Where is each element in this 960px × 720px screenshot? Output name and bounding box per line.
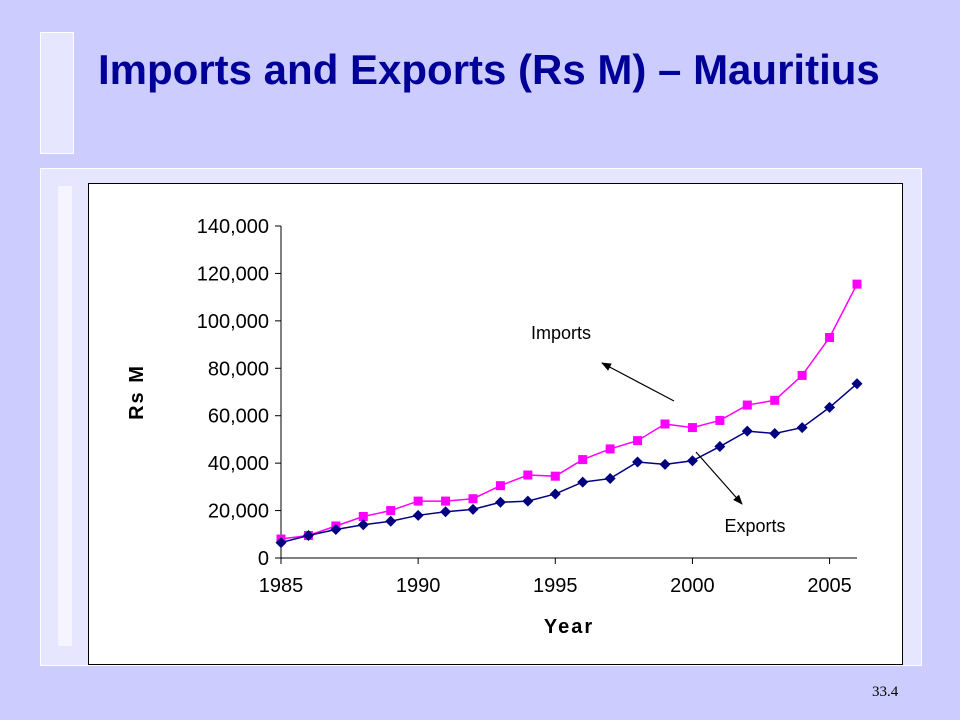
data-point-imports	[550, 471, 560, 481]
y-tick-label: 80,000	[208, 358, 269, 380]
data-point-exports	[467, 503, 479, 515]
data-point-exports	[522, 495, 534, 507]
data-point-imports	[687, 423, 697, 433]
data-point-exports	[440, 506, 452, 518]
data-point-imports	[660, 419, 670, 429]
line-chart: 0 20,000 40,000 60,000 80,000 100,000 120,000 1…	[126, 216, 863, 638]
x-tick-label: 1985	[259, 575, 304, 597]
x-axis-label: Year	[544, 616, 594, 638]
data-point-exports	[604, 473, 616, 485]
x-tick-label: 2000	[670, 575, 715, 597]
data-point-exports	[769, 428, 781, 439]
annotation-arrow-exports	[695, 451, 743, 505]
data-point-imports	[742, 400, 752, 410]
data-point-exports	[796, 422, 808, 434]
data-point-exports	[330, 524, 342, 536]
axes: 0 20,000 40,000 60,000 80,000 100,000 120,000 1…	[197, 216, 857, 597]
data-point-imports	[852, 279, 862, 289]
data-point-exports	[385, 515, 397, 527]
data-point-exports	[824, 401, 836, 413]
data-point-imports	[770, 395, 780, 405]
page-number: 33.4	[872, 684, 899, 700]
y-axis-label: Rs M	[126, 364, 148, 420]
y-tick-label: 120,000	[197, 263, 269, 285]
data-point-imports	[633, 436, 643, 446]
data-point-exports	[412, 509, 424, 521]
y-tick-label: 60,000	[208, 406, 269, 428]
data-point-exports	[714, 441, 726, 453]
annotation-label-imports: Imports	[531, 323, 591, 343]
data-point-imports	[825, 332, 835, 342]
y-tick-label: 140,000	[197, 216, 269, 238]
data-point-exports	[741, 425, 753, 437]
y-tick-label: 0	[258, 548, 269, 570]
data-point-exports	[686, 455, 698, 467]
data-point-imports	[605, 444, 615, 454]
series-group	[275, 279, 863, 549]
data-point-imports	[441, 496, 451, 506]
data-point-exports	[357, 519, 369, 531]
data-point-exports	[302, 529, 314, 541]
data-point-exports	[632, 456, 644, 468]
data-point-exports	[494, 496, 506, 508]
decorative-bar-left	[58, 186, 72, 646]
series-line-exports	[280, 383, 858, 544]
data-point-imports	[578, 455, 588, 465]
data-point-imports	[797, 370, 807, 380]
data-point-imports	[358, 512, 368, 521]
x-tick-label: 1990	[396, 575, 441, 597]
data-point-exports	[577, 476, 589, 488]
chart-container: 0 20,000 40,000 60,000 80,000 100,000 120,000 1…	[88, 183, 903, 665]
y-tick-label: 100,000	[197, 311, 269, 333]
data-point-exports	[659, 458, 671, 470]
annotation-arrow-imports	[601, 362, 675, 402]
data-point-imports	[523, 470, 533, 480]
series-line-imports	[280, 283, 858, 540]
data-point-imports	[495, 481, 505, 491]
data-point-exports	[549, 488, 561, 500]
data-point-exports	[275, 537, 287, 549]
decorative-bar-top	[40, 32, 74, 154]
y-tick-label: 20,000	[208, 501, 269, 523]
annotation-label-exports: Exports	[724, 516, 785, 536]
slide-title: Imports and Exports (Rs M) – Mauritius	[98, 46, 880, 93]
data-point-imports	[386, 506, 396, 516]
x-tick-label: 1995	[533, 575, 578, 597]
data-point-imports	[413, 496, 423, 506]
y-tick-label: 40,000	[208, 453, 269, 475]
annotations: Imports Exports	[531, 323, 786, 536]
data-point-imports	[468, 494, 478, 504]
data-point-exports	[851, 378, 863, 390]
x-tick-label: 2005	[807, 575, 852, 597]
data-point-imports	[715, 415, 725, 425]
